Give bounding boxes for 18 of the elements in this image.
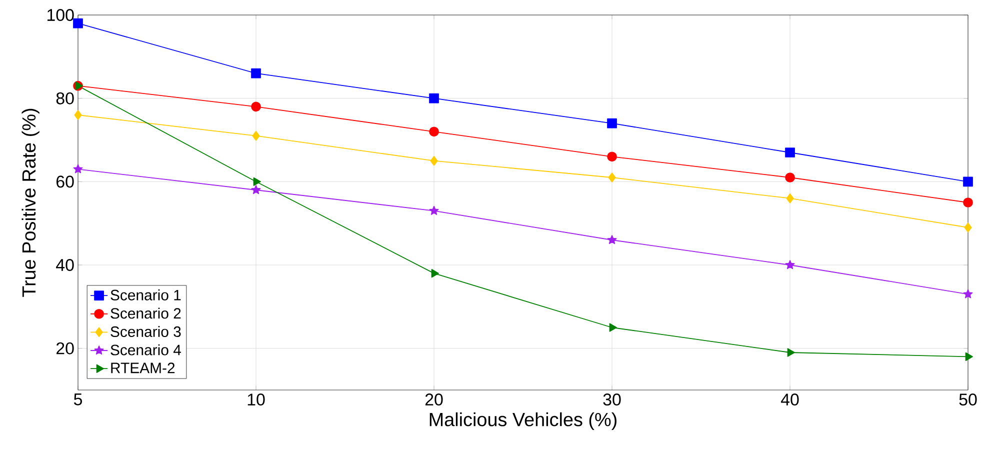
x-tick-label: 5 [74,394,82,406]
legend-label: Scenario 2 [110,308,181,319]
legend-label: Scenario 3 [110,326,181,337]
x-axis-title: Malicious Vehicles (%) [430,412,616,430]
x-tick-label: 50 [959,394,977,406]
y-tick-label: 40 [56,259,74,271]
legend-label: RTEAM-2 [111,362,175,374]
x-tick-label: 30 [603,394,621,406]
y-tick-label: 80 [56,92,74,104]
legend-label: Scenario 4 [110,344,181,356]
x-tick-label: 10 [248,394,265,406]
y-axis-title: True Positive Rate (%) [22,108,40,297]
legend-label: Scenario 1 [110,289,181,300]
x-tick-label: 20 [425,394,443,406]
y-tick-label: 60 [56,176,74,188]
y-tick-label: 20 [56,342,74,354]
y-tick-label: 100 [48,9,74,21]
x-tick-label: 40 [780,394,799,406]
